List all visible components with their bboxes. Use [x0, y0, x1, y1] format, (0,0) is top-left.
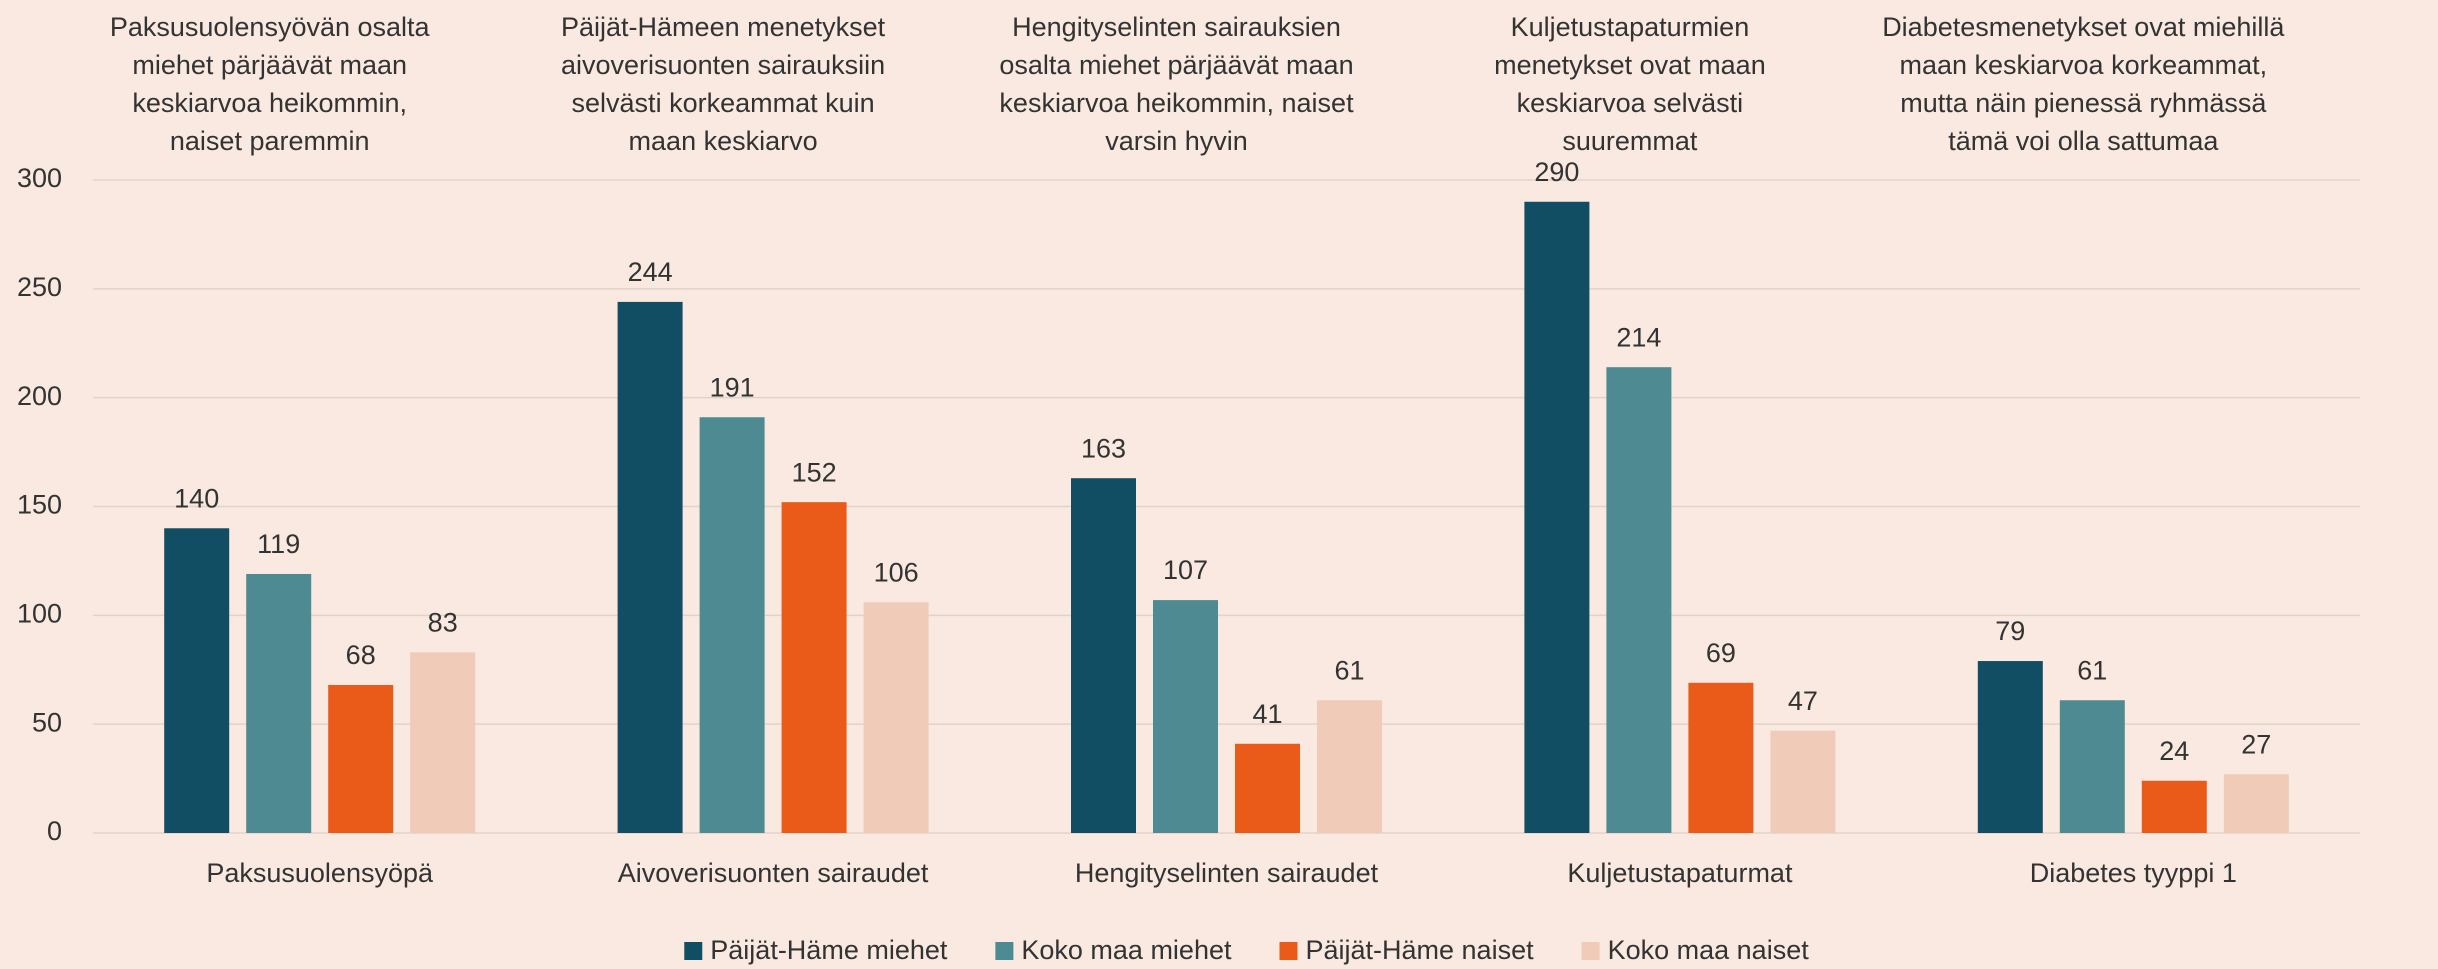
value-label: 140 [174, 483, 219, 513]
y-tick-label: 150 [17, 490, 62, 520]
annotation: osalta miehet pärjäävät maan [999, 50, 1353, 80]
x-tick-label: Aivoverisuonten sairaudet [618, 858, 929, 888]
bar [1606, 367, 1672, 833]
legend-swatch [995, 942, 1014, 960]
annotation: varsin hyvin [1105, 126, 1248, 156]
value-label: 79 [1995, 616, 2025, 646]
x-tick-label: Paksusuolensyöpä [206, 858, 434, 888]
annotation: aivoverisuonten sairauksiin [561, 50, 885, 80]
bar [1524, 201, 1590, 833]
bar [1977, 661, 2043, 833]
annotation: selvästi korkeammat kuin [572, 88, 875, 118]
annotation: mutta näin pienessä ryhmässä [1900, 88, 2267, 118]
value-label: 68 [346, 640, 376, 670]
value-label: 107 [1163, 555, 1208, 585]
bar [617, 301, 683, 834]
bar [1071, 478, 1136, 833]
bar [246, 573, 312, 833]
annotation: naiset paremmin [170, 126, 370, 156]
value-label: 106 [874, 557, 919, 587]
bar [164, 528, 230, 833]
annotation: miehet pärjäävät maan [132, 50, 407, 80]
annotation: maan keskiarvoa korkeammat, [1899, 50, 2267, 80]
y-tick-label: 100 [17, 598, 62, 628]
annotation: keskiarvoa heikommin, [132, 88, 407, 118]
legend-swatch [1581, 942, 1600, 960]
legend-swatch [684, 942, 703, 960]
value-label: 61 [2077, 655, 2107, 685]
bar [2141, 780, 2207, 833]
bar [2223, 774, 2289, 833]
value-label: 119 [257, 529, 300, 559]
y-tick-label: 200 [17, 381, 62, 411]
bar [328, 684, 394, 833]
legend-label: Päijät-Häme naiset [1305, 935, 1534, 965]
value-label: 214 [1616, 322, 1661, 352]
value-label: 24 [2159, 736, 2189, 766]
annotation: maan keskiarvo [629, 126, 818, 156]
bar [1317, 700, 1382, 833]
bar [410, 652, 476, 833]
y-tick-label: 50 [32, 707, 62, 737]
annotation: Hengityselinten sairauksien [1012, 12, 1341, 42]
bar [863, 602, 929, 833]
legend-label: Päijät-Häme miehet [710, 935, 948, 965]
annotation: Diabetesmenetykset ovat miehillä [1882, 12, 2285, 42]
legend-label: Koko maa miehet [1021, 935, 1232, 965]
annotation: menetykset ovat maan [1494, 50, 1766, 80]
value-label: 61 [1334, 655, 1364, 685]
value-label: 47 [1788, 686, 1818, 716]
value-label: 152 [792, 457, 837, 487]
value-label: 163 [1081, 433, 1126, 463]
annotation: Paksusuolensyövän osalta [110, 12, 431, 42]
value-label: 83 [428, 607, 458, 637]
y-tick-label: 0 [47, 816, 62, 846]
value-label: 41 [1252, 699, 1282, 729]
bar [2059, 700, 2125, 833]
value-label: 191 [710, 372, 755, 402]
bar [1235, 743, 1300, 833]
bar [781, 502, 847, 833]
bar [1770, 730, 1836, 833]
legend-swatch [1279, 942, 1298, 960]
bar [1688, 682, 1754, 833]
annotation: Päijät-Hämeen menetykset [561, 12, 886, 42]
x-tick-label: Kuljetustapaturmat [1567, 858, 1793, 888]
bar [699, 417, 765, 833]
legend-label: Koko maa naiset [1608, 935, 1810, 965]
annotation: tämä voi olla sattumaa [1948, 126, 2219, 156]
annotation: keskiarvoa heikommin, naiset [999, 88, 1354, 118]
annotation: suuremmat [1562, 126, 1698, 156]
value-label: 27 [2241, 729, 2271, 759]
bar [1153, 600, 1218, 833]
annotation: keskiarvoa selvästi [1517, 88, 1744, 118]
x-tick-label: Hengityselinten sairaudet [1075, 858, 1379, 888]
annotation: Kuljetustapaturmien [1511, 12, 1750, 42]
value-label: 290 [1534, 157, 1579, 187]
x-tick-label: Diabetes tyyppi 1 [2030, 858, 2237, 888]
y-tick-label: 250 [17, 272, 62, 302]
value-label: 244 [628, 257, 673, 287]
value-label: 69 [1706, 638, 1736, 668]
y-tick-label: 300 [17, 163, 62, 193]
